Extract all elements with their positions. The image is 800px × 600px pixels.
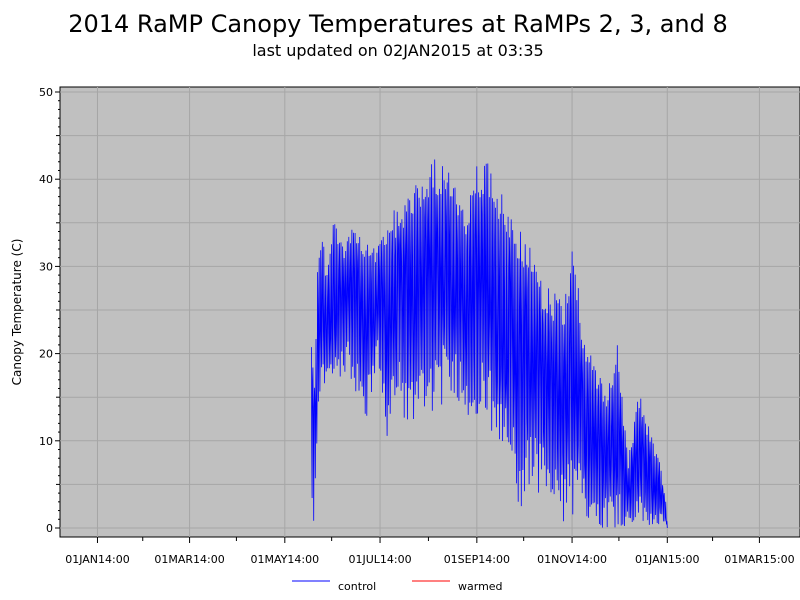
legend: control warmed <box>292 580 503 593</box>
x-tick-label: 01JAN14:00 <box>65 553 130 566</box>
x-tick-label: 01SEP14:00 <box>444 553 510 566</box>
x-tick-label: 01MAR14:00 <box>154 553 224 566</box>
x-tick-label: 01JUL14:00 <box>348 553 411 566</box>
x-tick-label: 01JAN15:00 <box>635 553 700 566</box>
plot-area <box>59 86 800 538</box>
legend-label-warmed: warmed <box>458 580 503 593</box>
y-tick-label: 0 <box>46 522 53 535</box>
chart-subtitle: last updated on 02JAN2015 at 03:35 <box>252 41 543 60</box>
x-tick-label: 01MAR15:00 <box>724 553 794 566</box>
x-tick-label: 01MAY14:00 <box>251 553 320 566</box>
y-axis-label: Canopy Temperature (C) <box>10 239 24 386</box>
y-tick-label: 40 <box>39 173 53 186</box>
series-line-control <box>310 159 668 529</box>
control-series-line <box>310 159 668 529</box>
y-axis: 0 10 20 30 40 50 <box>39 86 60 535</box>
y-tick-label: 30 <box>39 260 53 273</box>
x-axis: 01JAN14:00 01MAR14:00 01MAY14:00 01JUL14:00… <box>65 537 795 566</box>
y-tick-label: 10 <box>39 435 53 448</box>
grid-lines <box>60 87 800 537</box>
y-tick-label: 50 <box>39 86 53 99</box>
legend-label-control: control <box>338 580 376 593</box>
chart-title: 2014 RaMP Canopy Temperatures at RaMPs 2… <box>68 10 728 38</box>
y-tick-label: 20 <box>39 348 53 361</box>
x-tick-label: 01NOV14:00 <box>537 553 607 566</box>
